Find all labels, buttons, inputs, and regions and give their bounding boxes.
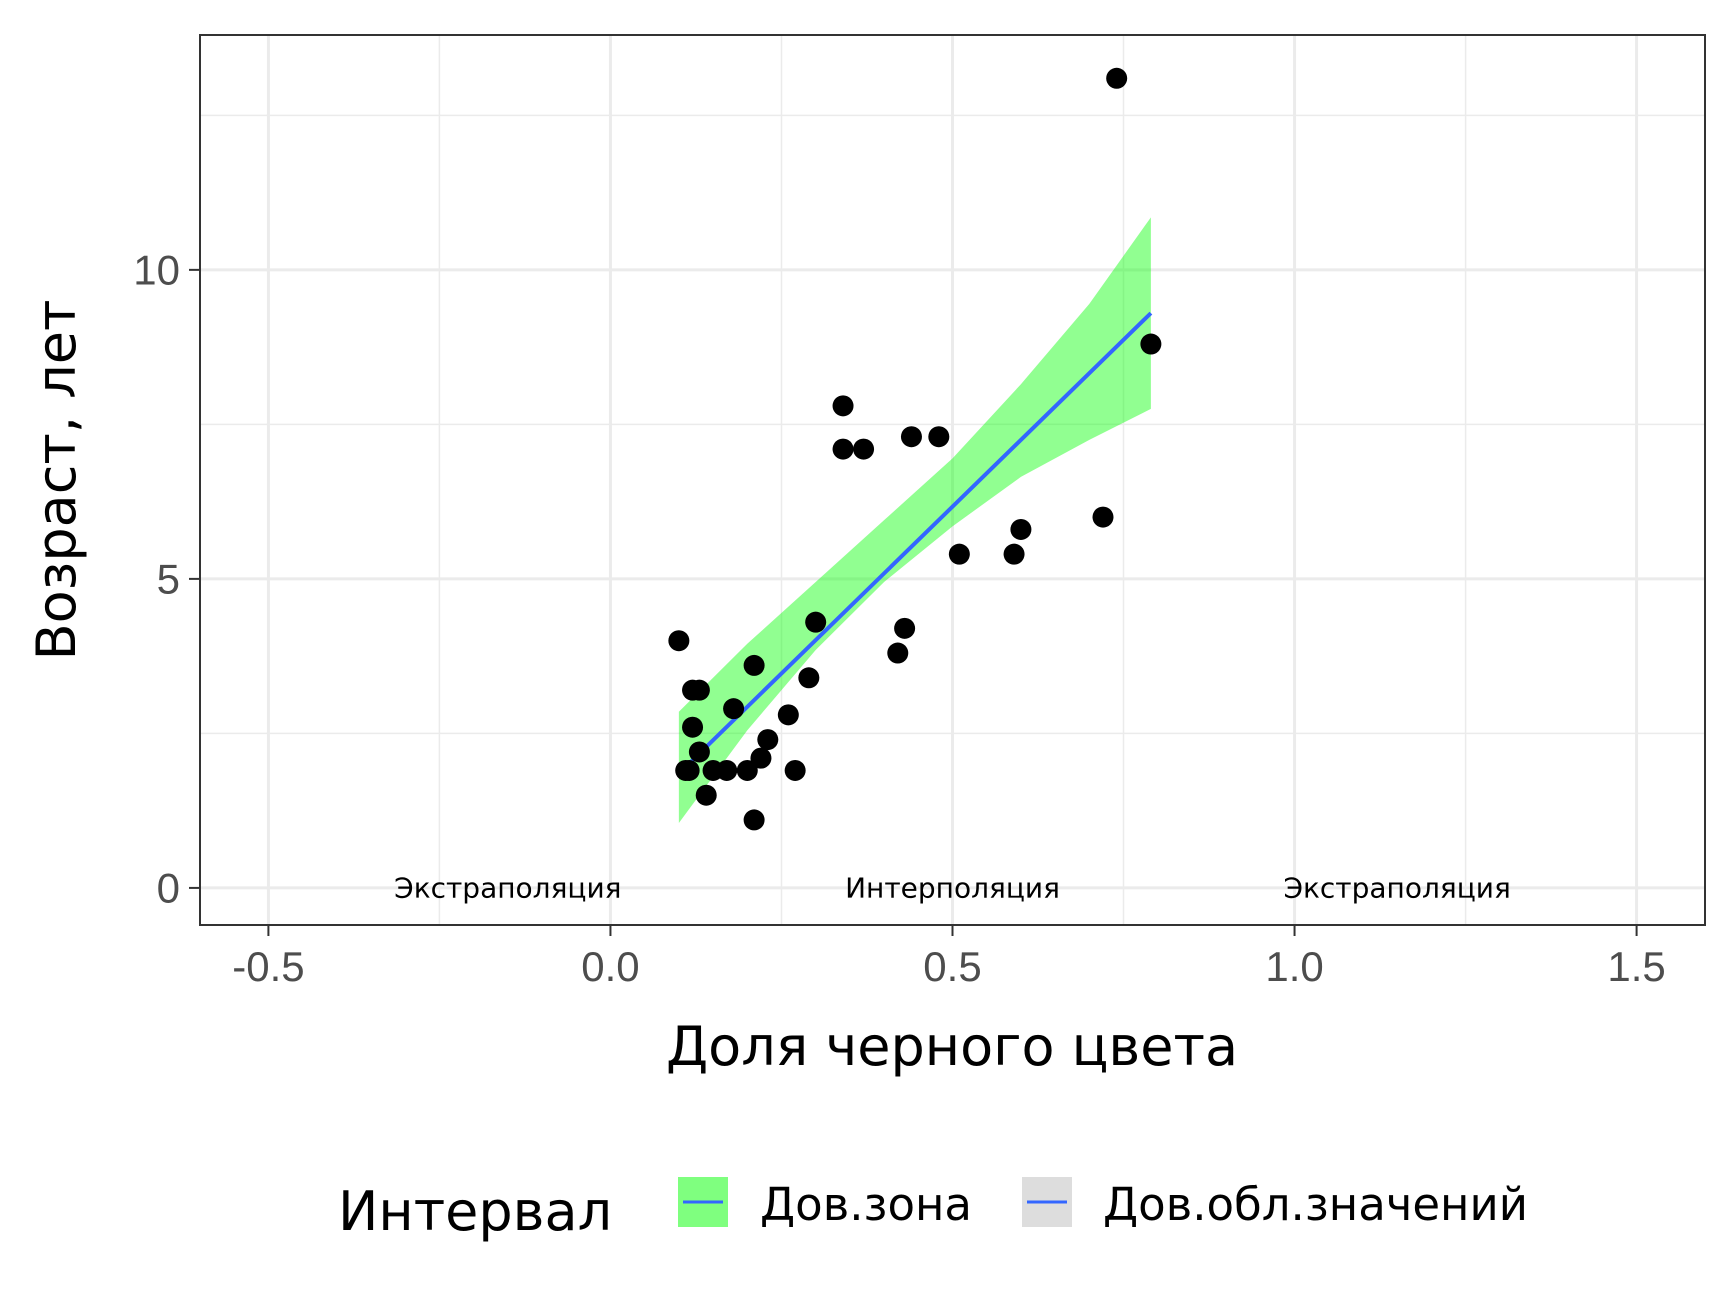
fit-line-layer: [677, 311, 1153, 776]
data-point: [928, 426, 950, 448]
data-point: [1106, 67, 1128, 89]
grid-major: [200, 35, 1705, 925]
x-tick-label: 1.0: [1265, 943, 1323, 990]
annotation-label: Экстраполяция: [394, 871, 621, 904]
data-point: [682, 716, 704, 738]
data-point: [1010, 518, 1032, 540]
data-point: [948, 543, 970, 565]
annotation-label: Экстраполяция: [1283, 871, 1510, 904]
data-point: [757, 729, 779, 751]
legend: Интервал Дов.зона Дов.обл.значений: [338, 1177, 1528, 1243]
data-point: [1003, 543, 1025, 565]
data-point: [668, 630, 690, 652]
data-point: [716, 759, 738, 781]
data-point: [736, 759, 758, 781]
y-tick-label: 0: [157, 864, 180, 911]
points-layer: [668, 67, 1162, 831]
data-point: [743, 654, 765, 676]
data-point: [798, 667, 820, 689]
x-tick-label: 1.5: [1607, 943, 1665, 990]
data-point: [678, 759, 700, 781]
x-tick-label: -0.5: [232, 943, 304, 990]
data-point: [723, 698, 745, 720]
data-point: [784, 759, 806, 781]
data-point: [743, 809, 765, 831]
data-point: [832, 438, 854, 460]
legend-label-dov-obl: Дов.обл.значений: [1103, 1178, 1528, 1231]
data-point: [894, 617, 916, 639]
data-point: [695, 784, 717, 806]
legend-title: Интервал: [338, 1180, 612, 1243]
y-tick-label: 10: [133, 246, 180, 293]
data-point: [805, 611, 827, 633]
data-point: [887, 642, 909, 664]
y-axis-title: Возраст, лет: [25, 300, 88, 661]
legend-label-dov-zona: Дов.зона: [760, 1178, 972, 1231]
data-point: [750, 747, 772, 769]
fit-line: [677, 311, 1153, 776]
data-point: [1140, 333, 1162, 355]
confidence-band: [678, 217, 1151, 824]
x-tick-label: 0.5: [923, 943, 981, 990]
x-tick-label: 0.0: [581, 943, 639, 990]
data-point: [900, 426, 922, 448]
data-point: [1092, 506, 1114, 528]
data-point: [853, 438, 875, 460]
y-tick-label: 5: [157, 555, 180, 602]
data-point: [688, 679, 710, 701]
ticks-layer: -0.5 0.0 0.5 1.0 1.5 0 5 10: [133, 246, 1666, 990]
confidence-band-layer: [678, 217, 1151, 824]
annotation-layer: Экстраполяция Интерполяция Экстраполяция: [394, 871, 1511, 904]
data-point: [832, 395, 854, 417]
data-point: [688, 741, 710, 763]
x-axis-title: Доля черного цвета: [666, 1015, 1238, 1078]
data-point: [777, 704, 799, 726]
annotation-label: Интерполяция: [845, 871, 1060, 904]
